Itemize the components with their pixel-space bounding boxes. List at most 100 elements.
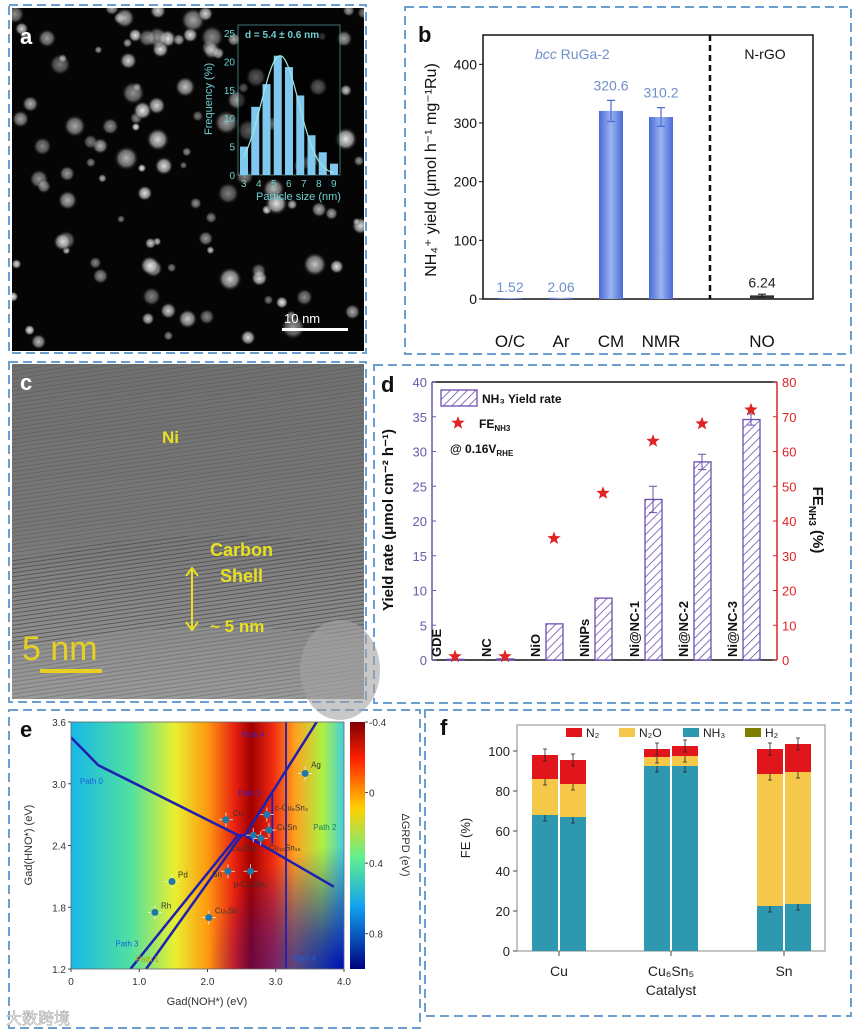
nanoparticle [286,198,298,211]
panel-label-f: f [440,715,448,740]
nanoparticle [12,291,19,303]
histogram-bar [296,95,305,175]
catalyst-point [151,908,159,916]
nanoparticle [197,230,214,247]
nanoparticle [137,163,147,173]
inset-x-label: Particle size (nm) [256,191,341,203]
nanoparticle [310,201,328,218]
value-label: 310.2 [643,85,678,101]
histogram-bar [307,135,316,175]
inset-x-tick: 3 [241,179,247,190]
nanoparticle [88,256,102,270]
x-category-label: CM [598,332,624,351]
nanoparticle [166,262,177,273]
point-label: Rh [161,901,171,910]
catalyst-point [301,769,309,777]
nanoparticle [132,100,153,121]
nanoparticle [189,197,202,210]
bar-segment-n2o [785,772,811,904]
nanoparticle [82,134,99,150]
x-tick-label: 2.0 [201,977,215,988]
thickness-label: ~ 5 nm [210,617,264,636]
nanoparticle [141,286,162,307]
error-bar [698,453,706,471]
y-axis-label: Gad(HNO*) (eV) [23,805,35,886]
y-tick-label: 80 [496,784,510,799]
inset-y-tick: 0 [229,171,235,182]
error-bar [543,748,547,762]
path-region-label: Path 3 [238,789,262,798]
y2-tick-label: 50 [782,479,796,494]
y-tick-label: 3.0 [52,780,66,791]
y-tick-label: 25 [413,479,427,494]
nanoparticle [57,53,68,64]
histogram-bar [262,84,271,175]
nanoparticle [37,28,57,48]
nanoparticle [179,161,188,170]
lattice-fringes [12,364,364,699]
group-label-nrgo: N-rGO [744,46,785,62]
carbon-shell-fringes [12,535,364,650]
point-label: Sn [212,870,222,879]
fe-star-marker [744,402,758,416]
scale-bar [282,328,348,331]
histogram-bar [273,55,282,175]
error-bar [571,753,575,767]
bar-segment-nh3 [532,815,558,951]
inset-y-label: Frequency (%) [203,63,215,135]
nanoparticle [149,8,167,20]
bar [649,117,673,300]
inset-x-tick: 9 [331,179,337,190]
legend-label: N₂ [586,726,600,740]
nanoparticle [177,308,198,329]
inset-x-tick: 7 [301,179,307,190]
nanoparticle [217,266,243,292]
yield-bar [742,418,761,661]
nanoparticle [145,127,170,152]
nanoparticle [240,329,256,346]
x-category-label: Sn [775,963,792,979]
nanoparticle [191,110,204,122]
nanoparticle [344,303,361,321]
y2-tick-label: 30 [782,549,796,564]
panel-borders [8,4,852,1029]
y-tick-label: 200 [454,174,478,190]
nanoparticle [30,333,47,350]
path-region-label: Path 2 [313,823,337,832]
nanoparticle [12,258,22,270]
panel-d-bar-chart: 0 5 10 15 20 25 30 35 40 0 10 20 30 40 50 60 70 80 GDE NC Ni… [380,372,826,668]
x-category-label: Ni@NC-2 [676,601,691,657]
error-bar [796,737,800,751]
y2-tick-label: 60 [782,445,796,460]
colorbar-label: ΔGRPD (eV) [399,814,411,877]
y-tick-label: 300 [454,115,478,131]
nanoparticle [97,173,107,183]
x-category-label: Ar [553,332,570,351]
nanoparticle [200,25,225,50]
path-region-label: Path 3 [115,939,139,948]
catalyst-point [263,811,271,819]
fe-star-marker [498,649,512,663]
y2-tick-label: 40 [782,514,796,529]
fe-star-marker [646,434,660,447]
group-label-rest: RuGa-2 [557,46,610,62]
catalyst-point [265,826,273,834]
catalyst-point [168,878,176,886]
ni-label: Ni [162,428,179,447]
catalyst-point [224,867,232,875]
catalyst-point [222,816,230,824]
x-category-label: NC [479,638,494,657]
y-tick-label: 100 [488,744,510,759]
bar-segment-nh3 [644,766,670,951]
value-label: 6.24 [748,274,775,290]
nanoparticle [116,214,126,224]
y-tick-label: 35 [413,410,427,425]
point-label: Cu [233,809,243,818]
y2-tick-label: 80 [782,375,796,390]
yield-bar [644,498,663,661]
nanoparticle [280,314,306,340]
x-category-label: Ni@NC-3 [725,601,740,657]
point-label: Cu₃Sn [215,907,238,916]
histogram-bar [240,146,248,175]
panel-label-b: b [418,22,431,47]
